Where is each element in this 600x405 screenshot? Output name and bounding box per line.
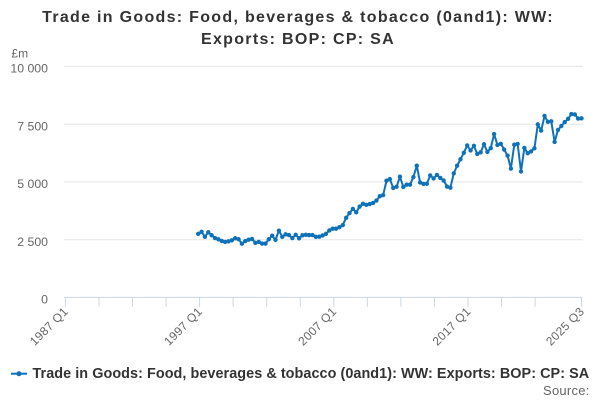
svg-text:Source:: Source: bbox=[543, 383, 590, 398]
svg-text:£m: £m bbox=[11, 46, 28, 60]
svg-text:10 000: 10 000 bbox=[10, 62, 48, 76]
svg-text:2 500: 2 500 bbox=[17, 235, 48, 249]
svg-text:0: 0 bbox=[41, 293, 48, 307]
svg-text:Exports: BOP: CP: SA: Exports: BOP: CP: SA bbox=[201, 31, 395, 48]
svg-text:Trade in Goods: Food, beverage: Trade in Goods: Food, beverages & tobacc… bbox=[42, 9, 554, 26]
svg-text:5 000: 5 000 bbox=[17, 177, 48, 191]
svg-text:7 500: 7 500 bbox=[17, 119, 48, 133]
svg-text:Trade in Goods: Food, beverage: Trade in Goods: Food, beverages & tobacc… bbox=[33, 366, 590, 382]
